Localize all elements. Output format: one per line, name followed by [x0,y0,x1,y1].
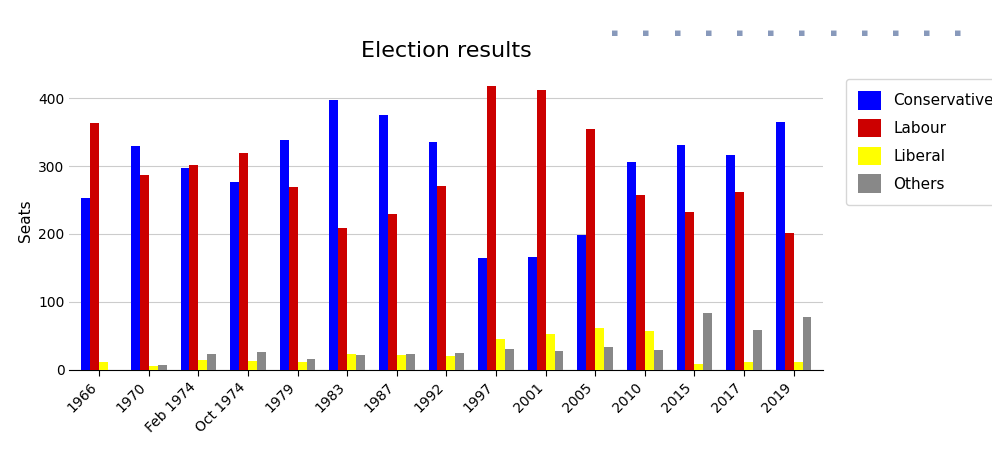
Bar [90,123,99,370]
Bar [239,153,248,370]
Bar [289,187,298,370]
Text: ▪: ▪ [736,28,744,38]
Bar [586,129,595,370]
Y-axis label: Seats: Seats [18,199,33,242]
Bar [388,214,397,370]
Text: ▪: ▪ [611,28,619,38]
Bar [298,362,307,370]
Legend: Conservative, Labour, Liberal, Others: Conservative, Labour, Liberal, Others [846,79,992,205]
Bar [131,146,140,370]
Text: ▪: ▪ [674,28,682,38]
Bar [505,349,514,370]
Bar [437,186,446,370]
Bar [803,317,811,370]
Bar [645,331,654,370]
Bar [627,162,636,370]
Text: ▪: ▪ [705,28,712,38]
Bar [99,362,108,370]
Bar [694,365,703,370]
Bar [537,90,546,370]
Bar [604,346,613,370]
Bar [207,354,216,370]
Bar [307,359,315,370]
Bar [753,330,762,370]
Bar [181,168,189,370]
Bar [81,198,90,370]
Bar [379,115,388,370]
Bar [158,365,167,370]
Bar [685,212,694,370]
Bar [455,354,464,370]
Bar [248,361,257,370]
Bar [280,140,289,370]
Bar [785,233,794,370]
Bar [429,142,437,370]
Bar [198,360,207,370]
Text: ▪: ▪ [924,28,930,38]
Bar [677,145,685,370]
Bar [794,362,803,370]
Bar [406,354,415,370]
Text: ▪: ▪ [861,28,868,38]
Bar [347,354,356,370]
Bar [735,192,744,370]
Bar [149,365,158,370]
Title: Election results: Election results [361,41,532,61]
Bar [636,195,645,370]
Bar [546,335,555,370]
Bar [140,175,149,370]
Bar [776,122,785,370]
Bar [577,236,586,370]
Bar [397,355,406,370]
Text: ▪: ▪ [767,28,775,38]
Bar [189,165,198,370]
Bar [356,356,365,370]
Bar [744,362,753,370]
Bar [528,257,537,370]
Bar [329,100,338,370]
Bar [446,356,455,370]
Bar [555,351,563,370]
Bar [595,328,604,370]
Bar [703,313,712,370]
Bar [726,155,735,370]
Bar [496,338,505,370]
Text: ▪: ▪ [892,28,900,38]
Bar [654,350,663,370]
Bar [338,228,347,370]
Text: ▪: ▪ [954,28,962,38]
Bar [478,258,487,370]
Bar [257,352,266,370]
Text: ▪: ▪ [829,28,837,38]
Bar [230,182,239,370]
Text: ▪: ▪ [643,28,650,38]
Bar [487,86,496,370]
Text: ▪: ▪ [799,28,806,38]
